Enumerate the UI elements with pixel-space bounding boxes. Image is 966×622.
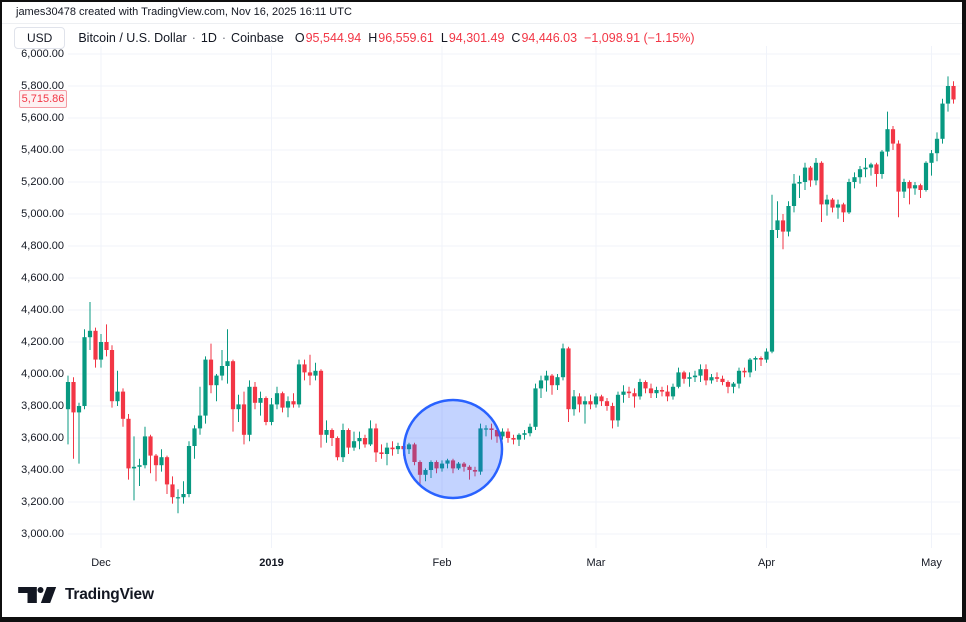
price-tick-label: 5,000.00 — [21, 208, 64, 220]
change-value: −1,098.91 (−1.15%) — [584, 31, 695, 45]
low-label: L — [440, 31, 448, 45]
time-tick-label: Apr — [757, 557, 776, 569]
legend-separator: · — [221, 31, 227, 45]
close-label: C — [511, 31, 521, 45]
price-tick-label: 3,800.00 — [21, 400, 64, 412]
tradingview-logo-icon — [18, 587, 57, 603]
close-value: 94,446.03 — [521, 31, 578, 45]
open-label: O — [294, 31, 305, 45]
price-tick-label: 3,400.00 — [21, 464, 64, 476]
attribution-text: james30478 created with TradingView.com,… — [16, 6, 352, 18]
high-value: 96,559.61 — [378, 31, 434, 45]
price-tick-label: 3,600.00 — [21, 432, 64, 444]
interval-label[interactable]: 1D — [200, 31, 217, 45]
price-tick-label: 6,000.00 — [21, 48, 64, 60]
price-tick-label: 4,800.00 — [21, 240, 64, 252]
currency-button[interactable]: USD — [14, 27, 66, 49]
open-value: 95,544.94 — [305, 31, 362, 45]
time-tick-label: 2019 — [259, 557, 284, 569]
price-tick-label: 5,800.00 — [21, 80, 64, 92]
low-value: 94,301.49 — [448, 31, 505, 45]
price-tick-label: 5,200.00 — [21, 176, 64, 188]
price-tick-label: 4,600.00 — [21, 272, 64, 284]
ohlc-values: O 95,544.94 H 96,559.61 L 94,301.49 C 94,446… — [295, 31, 695, 45]
exchange-label[interactable]: Coinbase — [231, 31, 284, 45]
price-tick-label: 4,400.00 — [21, 304, 64, 316]
price-tick-label: 3,200.00 — [21, 496, 64, 508]
last-price-label: 5,715.86 — [19, 90, 67, 109]
legend-separator: · — [191, 31, 196, 45]
price-tick-label: 5,600.00 — [21, 112, 64, 124]
time-tick-label: Mar — [586, 557, 606, 569]
symbol-name[interactable]: Bitcoin / U.S. Dollar — [78, 31, 187, 45]
price-tick-label: 3,000.00 — [21, 528, 64, 540]
price-tick-label: 4,200.00 — [21, 336, 64, 348]
time-tick-label: May — [921, 557, 942, 569]
time-tick-label: Feb — [432, 557, 452, 569]
tradingview-logo-text: TradingView — [65, 586, 154, 603]
time-tick-label: Dec — [91, 557, 111, 569]
high-label: H — [368, 31, 378, 45]
legend-row: USD Bitcoin / U.S. Dollar · 1D · Coinbas… — [14, 27, 695, 49]
price-tick-label: 4,000.00 — [21, 368, 64, 380]
tradingview-logo[interactable]: TradingView — [18, 586, 154, 604]
price-tick-label: 5,400.00 — [21, 144, 64, 156]
attribution-bar: james30478 created with TradingView.com,… — [2, 2, 962, 24]
